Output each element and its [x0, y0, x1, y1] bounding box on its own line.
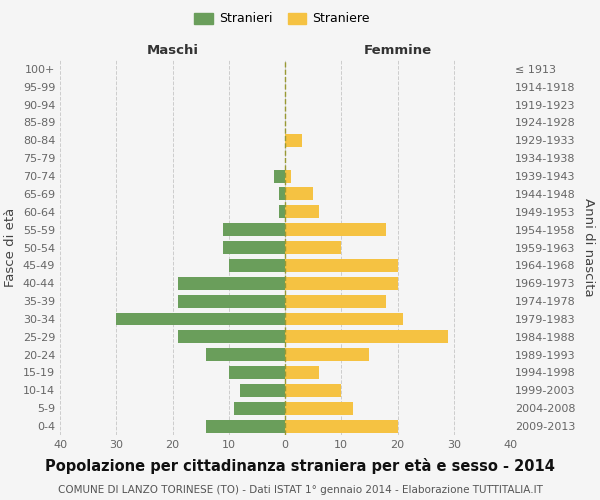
Bar	[285, 206, 319, 218]
Bar	[285, 384, 341, 397]
Bar	[285, 366, 319, 379]
Bar	[285, 134, 302, 147]
Bar	[178, 277, 285, 289]
Bar	[285, 420, 398, 432]
Bar	[280, 206, 285, 218]
Bar	[274, 170, 285, 182]
Bar	[229, 259, 285, 272]
Bar	[178, 330, 285, 343]
Y-axis label: Anni di nascita: Anni di nascita	[582, 198, 595, 297]
Y-axis label: Fasce di età: Fasce di età	[4, 208, 17, 287]
Bar	[285, 348, 370, 361]
Bar	[229, 366, 285, 379]
Bar	[116, 312, 285, 326]
Bar	[235, 402, 285, 414]
Bar	[285, 223, 386, 236]
Bar	[285, 330, 448, 343]
Bar	[285, 188, 313, 200]
Bar	[285, 170, 290, 182]
Bar	[285, 294, 386, 308]
Legend: Stranieri, Straniere: Stranieri, Straniere	[190, 8, 374, 29]
Bar	[285, 277, 398, 289]
Bar	[240, 384, 285, 397]
Bar	[223, 223, 285, 236]
Bar	[206, 348, 285, 361]
Text: Femmine: Femmine	[364, 44, 431, 58]
Bar	[178, 294, 285, 308]
Bar	[285, 312, 403, 326]
Bar	[280, 188, 285, 200]
Text: Maschi: Maschi	[146, 44, 199, 58]
Text: Popolazione per cittadinanza straniera per età e sesso - 2014: Popolazione per cittadinanza straniera p…	[45, 458, 555, 473]
Bar	[285, 241, 341, 254]
Bar	[285, 259, 398, 272]
Bar	[223, 241, 285, 254]
Bar	[285, 402, 353, 414]
Text: COMUNE DI LANZO TORINESE (TO) - Dati ISTAT 1° gennaio 2014 - Elaborazione TUTTIT: COMUNE DI LANZO TORINESE (TO) - Dati IST…	[58, 485, 542, 495]
Bar	[206, 420, 285, 432]
